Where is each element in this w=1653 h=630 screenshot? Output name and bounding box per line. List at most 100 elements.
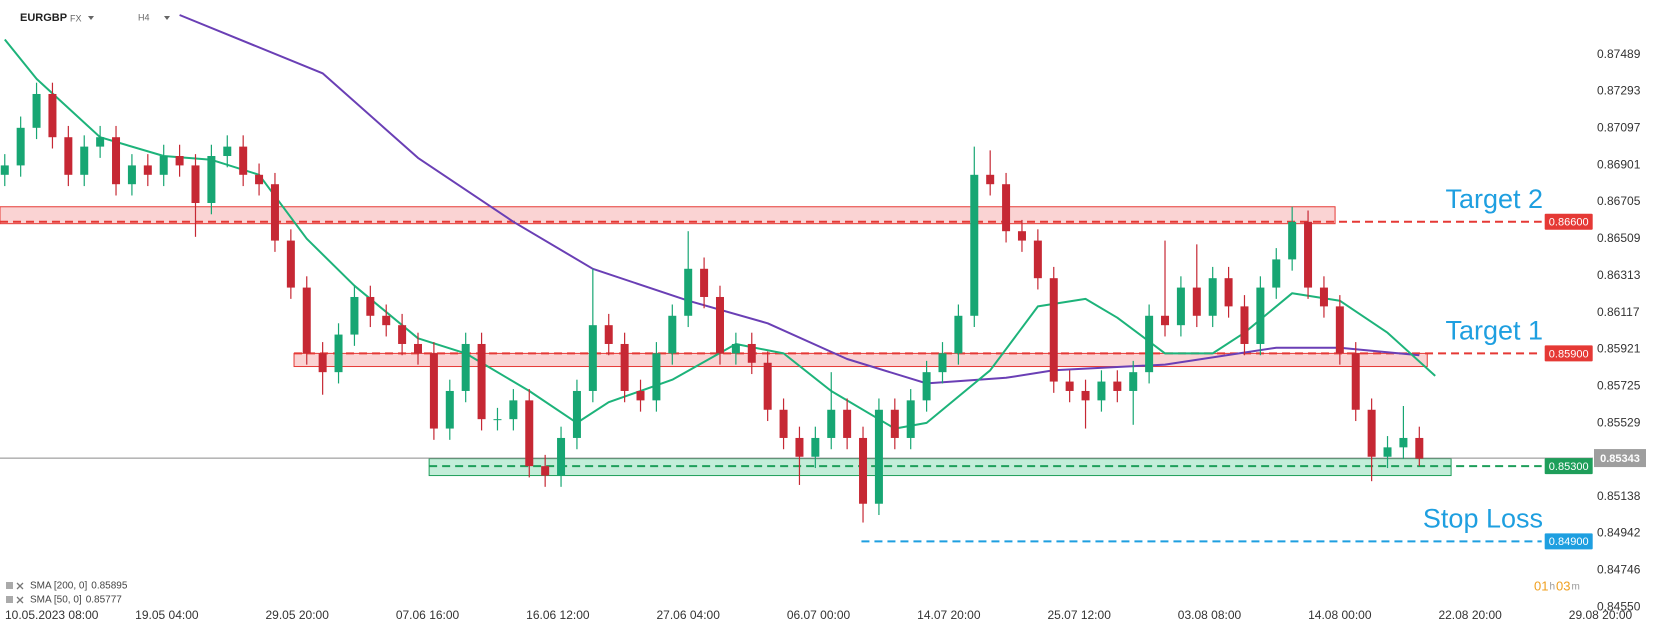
candle-body <box>1224 278 1233 307</box>
candle-body <box>1017 231 1026 241</box>
candle-body <box>96 137 105 147</box>
y-tick-label: 0.86117 <box>1597 305 1640 319</box>
candle-body <box>1097 381 1106 401</box>
y-tick-label: 0.85138 <box>1597 489 1641 503</box>
symbol-dropdown[interactable] <box>88 16 94 20</box>
legend-remove[interactable] <box>16 596 24 604</box>
candle-body <box>954 315 963 354</box>
candle-body <box>1129 372 1138 391</box>
candle-body <box>890 409 899 438</box>
toolbar: EURGBP FX H4 <box>20 12 170 24</box>
candle-body <box>843 409 852 438</box>
candle-body <box>572 390 581 438</box>
candle-body <box>1288 221 1297 260</box>
bar-timer: m <box>1572 582 1580 593</box>
candle-body <box>48 93 57 138</box>
candle-body <box>715 296 724 354</box>
current-price-label: 0.85343 <box>1600 453 1640 465</box>
y-tick-label: 0.84550 <box>1597 599 1641 613</box>
timeframe-dropdown[interactable] <box>164 16 170 20</box>
candle-body <box>970 174 979 316</box>
timeframe[interactable]: H4 <box>138 12 150 22</box>
candle-body <box>1049 278 1058 382</box>
candle-body <box>32 93 41 128</box>
y-tick-label: 0.86313 <box>1597 268 1641 282</box>
candle-body <box>366 296 375 316</box>
level-tag-label: 0.84900 <box>1549 536 1589 548</box>
y-tick-label: 0.84942 <box>1597 526 1641 540</box>
candle-body <box>557 437 566 476</box>
candle-body <box>1240 306 1249 344</box>
candle-body <box>159 156 168 175</box>
legend-name: SMA [200, 0] <box>30 581 87 592</box>
candle-body <box>1113 381 1122 391</box>
x-tick-label: 22.08 20:00 <box>1438 608 1502 622</box>
legend-icon <box>6 596 13 603</box>
candle-body <box>143 165 152 175</box>
candle-body <box>652 353 661 401</box>
candle-body <box>1161 315 1170 326</box>
candle-body <box>1304 221 1313 288</box>
candle-body <box>1145 315 1154 373</box>
candle-body <box>541 466 550 476</box>
candles <box>0 82 1424 523</box>
candle-body <box>493 419 502 421</box>
axes: 0.86600 Target 2 0.85900 Target 1 0.85300 0.8… <box>5 0 1653 622</box>
candle-body <box>811 437 820 457</box>
bar-timer: 03 <box>1556 578 1570 593</box>
symbol[interactable]: EURGBP <box>20 12 67 24</box>
candle-body <box>859 437 868 504</box>
candle-body <box>795 437 804 457</box>
x-tick-label: 03.08 08:00 <box>1178 608 1242 622</box>
candle-body <box>461 343 470 391</box>
candle-body <box>1272 259 1281 288</box>
level-tag <box>1544 458 1593 475</box>
y-tick-label: 0.87489 <box>1597 47 1641 61</box>
x-tick-label: 14.07 20:00 <box>917 608 981 622</box>
candle-body <box>350 296 359 335</box>
y-tick-label: 0.87293 <box>1597 84 1641 98</box>
bar-timer: 01 <box>1534 578 1548 593</box>
x-tick-label: 07.06 16:00 <box>396 608 460 622</box>
candle-body <box>429 353 438 429</box>
legend-remove[interactable] <box>16 582 24 590</box>
candle-body <box>747 343 756 363</box>
candle-body <box>318 353 327 373</box>
candle-body <box>207 156 216 203</box>
candle-body <box>1351 353 1360 410</box>
candle-body <box>1415 437 1424 459</box>
level-tag-label: 0.86600 <box>1549 217 1589 229</box>
candle-body <box>1335 306 1344 354</box>
candle-body <box>1176 287 1185 326</box>
y-tick-label: 0.87097 <box>1597 121 1641 135</box>
x-tick-label: 19.05 04:00 <box>135 608 199 622</box>
candle-body <box>1319 287 1328 307</box>
candle-body <box>684 268 693 316</box>
candle-body <box>1192 287 1201 316</box>
candle-body <box>1208 278 1217 316</box>
candle-body <box>525 400 534 467</box>
candle-body <box>255 174 264 185</box>
candle-body <box>620 343 629 391</box>
candle-body <box>636 390 645 401</box>
market: FX <box>70 13 82 23</box>
candle-body <box>80 146 89 175</box>
candle-body <box>16 127 25 166</box>
candle-body <box>445 390 454 429</box>
bar-timer: h <box>1549 582 1555 593</box>
candle-body <box>0 165 9 175</box>
level-name: Target 2 <box>1445 184 1543 214</box>
candle-body <box>668 315 677 354</box>
candle-body <box>938 353 947 373</box>
legend-icon <box>6 582 13 589</box>
candle-body <box>779 409 788 438</box>
candle-body <box>827 409 836 438</box>
candle-body <box>1383 447 1392 457</box>
x-tick-label: 14.08 00:00 <box>1308 608 1372 622</box>
x-tick-label: 06.07 00:00 <box>787 608 851 622</box>
candle-body <box>1367 409 1376 457</box>
legend-value: 0.85777 <box>86 595 123 606</box>
level-tag-label: 0.85300 <box>1549 461 1589 473</box>
candle-body <box>874 409 883 504</box>
level-tag <box>1544 213 1593 230</box>
